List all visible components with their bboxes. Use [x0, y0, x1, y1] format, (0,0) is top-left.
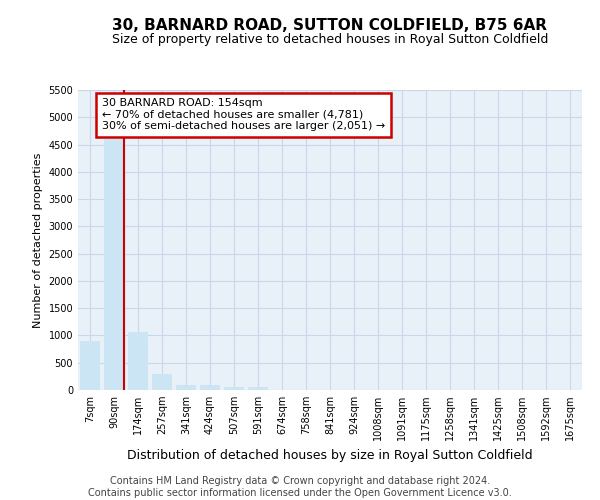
Y-axis label: Number of detached properties: Number of detached properties — [33, 152, 43, 328]
Text: Contains HM Land Registry data © Crown copyright and database right 2024.
Contai: Contains HM Land Registry data © Crown c… — [88, 476, 512, 498]
Bar — [152, 374, 172, 390]
Text: Size of property relative to detached houses in Royal Sutton Coldfield: Size of property relative to detached ho… — [112, 32, 548, 46]
Bar — [104, 139, 124, 390]
Text: 30, BARNARD ROAD, SUTTON COLDFIELD, B75 6AR: 30, BARNARD ROAD, SUTTON COLDFIELD, B75 … — [113, 18, 548, 32]
Bar — [224, 388, 244, 390]
Bar — [128, 332, 148, 390]
Bar — [80, 341, 100, 390]
Bar — [200, 385, 220, 390]
Bar — [176, 384, 196, 390]
Text: 30 BARNARD ROAD: 154sqm
← 70% of detached houses are smaller (4,781)
30% of semi: 30 BARNARD ROAD: 154sqm ← 70% of detache… — [102, 98, 385, 132]
Bar — [248, 388, 268, 390]
X-axis label: Distribution of detached houses by size in Royal Sutton Coldfield: Distribution of detached houses by size … — [127, 448, 533, 462]
